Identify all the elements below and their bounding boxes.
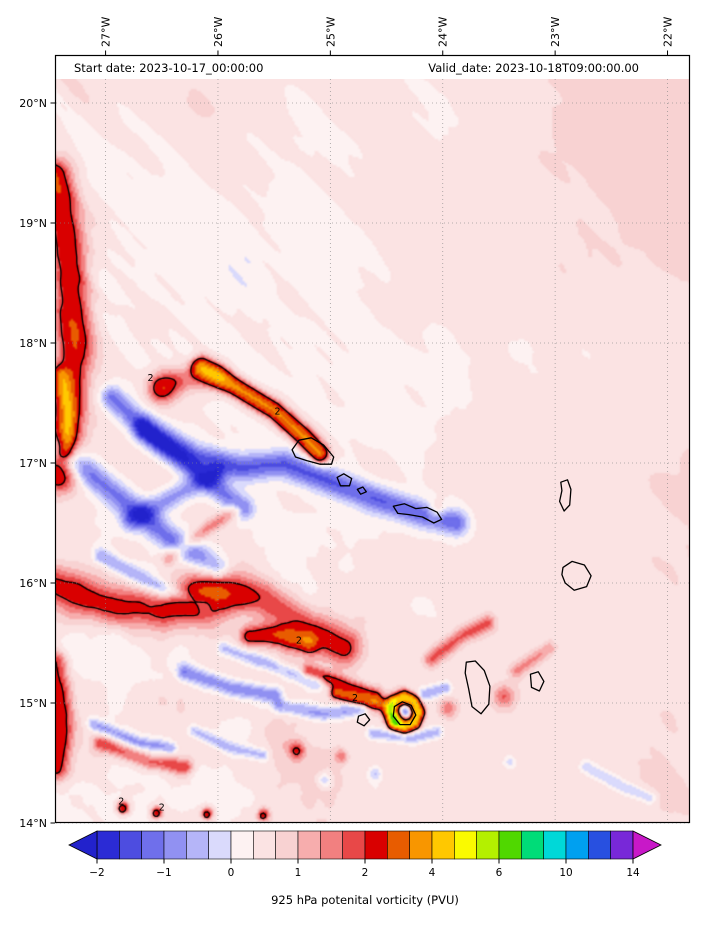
x-tick-label: 23°W [549,17,562,47]
colorbar-cell [342,830,366,860]
colorbar-tick-label: 10 [559,867,572,879]
colorbar-tick-label: 14 [626,867,640,879]
colorbar-cell [409,830,433,860]
colorbar-tick-label: 4 [429,867,436,879]
colorbar-cell [610,830,634,860]
colorbar-cell [141,830,165,860]
colorbar-tick-label: 2 [362,867,369,879]
x-tick-label: 27°W [100,17,113,47]
y-tick-label: 20°N [19,97,47,110]
colorbar-cell [387,830,410,860]
colorbar-arrow-left [68,830,98,860]
title-strip: Start date: 2023-10-17_00:00:00 Valid_da… [56,56,689,79]
colorbar-label: 925 hPa potenital vorticity (PVU) [271,893,459,907]
y-tick-label: 15°N [19,697,47,710]
colorbar-cell [588,830,611,860]
colorbar-cell [476,830,500,860]
y-tick-label: 16°N [19,577,47,590]
y-tick-label: 19°N [19,217,47,230]
colorbar-cell [320,830,343,860]
y-tick-label: 17°N [19,457,47,470]
colorbar-cell [163,830,187,860]
colorbar-tick-label: 1 [295,867,302,879]
colorbar-cell [208,830,232,860]
colorbar-cell [275,830,299,860]
x-tick-label: 22°W [662,17,675,47]
colorbar-cell [186,830,209,860]
colorbar-tick-label: 6 [496,867,503,879]
colorbar-cell [521,830,544,860]
colorbar-cell [431,830,455,860]
y-tick-label: 14°N [19,817,47,830]
colorbar-cell [230,830,254,860]
colorbar-cell [498,830,522,860]
colorbar-cell [253,830,276,860]
colorbar-cell [364,830,388,860]
colorbar-cell [454,830,477,860]
x-tick-label: 26°W [212,17,225,47]
colorbar-cell [543,830,567,860]
y-tick-label: 18°N [19,337,47,350]
colorbar-cell [119,830,142,860]
colorbar-tick-label: −2 [89,867,104,879]
start-date-label: Start date: 2023-10-17_00:00:00 [74,60,264,75]
colorbar-cell [565,830,589,860]
x-tick-label: 24°W [437,17,450,47]
valid-date-label: Valid_date: 2023-10-18T09:00:00.00 [428,60,639,75]
colorbar-tick-label: 0 [228,867,235,879]
colorbar-arrow-right [632,830,662,860]
colorbar-tick-label: −1 [156,867,171,879]
pv-field-canvas [55,55,690,823]
colorbar-cell [297,830,321,860]
x-tick-label: 25°W [324,17,337,47]
colorbar-cell [96,830,120,860]
